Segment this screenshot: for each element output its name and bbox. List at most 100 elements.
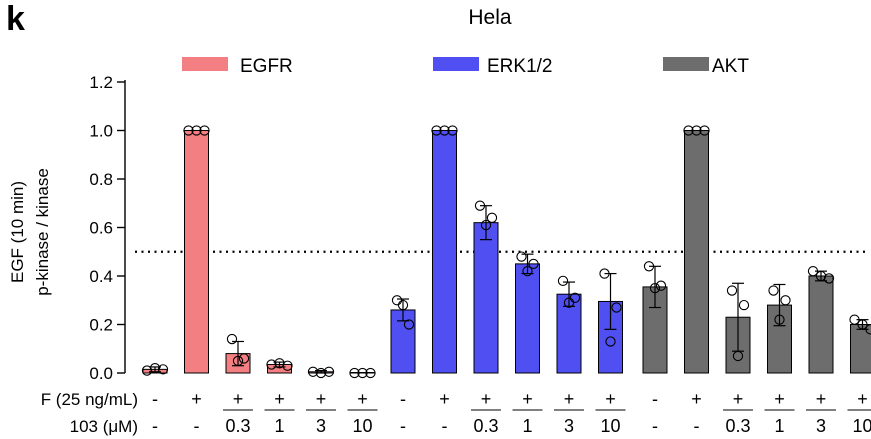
egf-sign-2-3: + — [774, 389, 785, 409]
data-point-0-3-2 — [282, 360, 293, 371]
dose-label-2-4: 3 — [816, 416, 826, 436]
y-tick-label-1: 0.2 — [89, 316, 113, 335]
egf-sign-0-5: + — [357, 389, 368, 409]
y-axis-label-1: p-kinase / kinase — [33, 168, 52, 296]
y-tick-label-4: 0.8 — [89, 170, 113, 189]
bar-1-3 — [515, 263, 540, 374]
dose-label-0-2: 0.3 — [225, 416, 250, 436]
data-point-0-0-1 — [149, 362, 161, 374]
egf-sign-2-4: + — [816, 389, 827, 409]
egf-sign-1-4: + — [564, 389, 575, 409]
data-point-1-3-1 — [528, 258, 539, 270]
dose-label-2-2: 0.3 — [725, 416, 750, 436]
data-point-0-1-2 — [199, 125, 210, 136]
data-point-2-3-2 — [774, 314, 785, 325]
data-point-0-2-0 — [226, 333, 238, 345]
legend-label-1: ERK1/2 — [487, 56, 552, 77]
data-point-2-2-2 — [732, 350, 744, 362]
data-point-0-3-0 — [266, 359, 277, 370]
data-point-2-1-2 — [699, 125, 710, 136]
data-point-2-0-1 — [655, 280, 667, 291]
data-point-2-4-2 — [823, 273, 835, 284]
data-point-1-5-1 — [611, 302, 622, 313]
data-point-1-0-0 — [391, 295, 403, 306]
data-point-2-2-0 — [726, 285, 738, 296]
panel-letter: k — [6, 0, 25, 38]
dose-label-0-1: - — [194, 416, 200, 436]
egf-sign-2-1: + — [691, 389, 702, 409]
dose-label-1-5: 10 — [600, 416, 620, 436]
data-point-0-3-1 — [274, 358, 285, 369]
data-point-1-1-2 — [447, 125, 458, 136]
dose-label-0-3: 1 — [274, 416, 284, 436]
dose-label-0-0: - — [152, 416, 158, 436]
y-tick-label-0: 0.0 — [89, 364, 113, 383]
egf-sign-0-2: + — [233, 389, 244, 409]
data-point-1-1-0 — [431, 125, 442, 136]
dose-label-1-2: 0.3 — [473, 416, 498, 436]
data-point-1-3-2 — [522, 265, 533, 277]
data-point-0-5-2 — [365, 367, 376, 379]
data-point-0-4-0 — [307, 366, 319, 377]
data-point-1-4-0 — [557, 275, 569, 286]
bar-2-4 — [808, 275, 834, 374]
data-point-2-0-2 — [649, 282, 661, 294]
egf-sign-0-0: - — [152, 389, 158, 409]
data-point-1-1-1 — [439, 125, 450, 136]
row-label-dose: 103 (μM) — [70, 417, 138, 436]
data-point-0-5-0 — [349, 367, 360, 379]
data-point-1-5-0 — [599, 268, 610, 279]
row-label-egf: F (25 ng/mL) — [41, 390, 138, 409]
egf-sign-0-3: + — [274, 389, 285, 409]
dose-label-1-4: 3 — [564, 416, 574, 436]
bar-2-5 — [850, 324, 871, 374]
data-point-2-5-0 — [849, 314, 860, 325]
data-point-2-3-0 — [768, 285, 779, 296]
legend-label-0: EGFR — [240, 56, 293, 77]
data-point-2-1-1 — [691, 125, 702, 136]
legend-swatch-0 — [182, 57, 228, 71]
egf-sign-0-4: + — [316, 389, 327, 409]
data-point-0-5-1 — [357, 367, 368, 379]
bar-2-1 — [684, 130, 709, 374]
legend-label-2: AKT — [712, 56, 749, 77]
egf-sign-2-2: + — [733, 389, 744, 409]
data-point-2-5-1 — [857, 319, 868, 330]
dose-label-1-3: 1 — [522, 416, 532, 436]
dose-label-1-0: - — [400, 416, 406, 436]
data-point-2-3-1 — [780, 295, 791, 306]
egf-sign-1-5: + — [605, 389, 616, 409]
dose-label-2-1: - — [694, 416, 700, 436]
data-point-1-0-1 — [403, 319, 415, 330]
data-point-1-2-0 — [474, 200, 486, 211]
bar-0-1 — [184, 130, 209, 374]
data-point-2-4-0 — [807, 265, 819, 277]
legend-swatch-1 — [433, 57, 479, 71]
data-point-0-4-2 — [323, 366, 335, 377]
data-point-1-0-2 — [397, 299, 409, 311]
bar-1-1 — [432, 130, 457, 374]
chart-title: Hela — [468, 6, 512, 29]
y-tick-label-6: 1.2 — [89, 73, 113, 92]
y-tick-label-3: 0.6 — [89, 219, 113, 238]
data-point-2-1-0 — [683, 125, 694, 136]
egf-sign-1-0: - — [400, 389, 406, 409]
data-point-1-4-2 — [563, 297, 575, 308]
egf-sign-2-5: + — [857, 389, 868, 409]
data-point-1-2-1 — [486, 212, 498, 223]
dose-label-2-3: 1 — [774, 416, 784, 436]
dose-label-0-4: 3 — [316, 416, 326, 436]
data-point-2-0-0 — [643, 261, 655, 272]
dose-label-2-5: 10 — [852, 416, 871, 436]
data-point-2-2-1 — [738, 299, 750, 311]
legend-swatch-2 — [663, 57, 709, 71]
dose-label-1-1: - — [442, 416, 448, 436]
y-tick-label-2: 0.4 — [89, 267, 113, 286]
y-tick-label-5: 1.0 — [89, 122, 113, 141]
y-axis-label-0: EGF (10 min) — [8, 181, 27, 283]
data-point-1-2-2 — [480, 219, 492, 231]
data-point-0-2-1 — [238, 353, 250, 364]
egf-sign-1-3: + — [522, 389, 533, 409]
egf-sign-2-0: - — [652, 389, 658, 409]
